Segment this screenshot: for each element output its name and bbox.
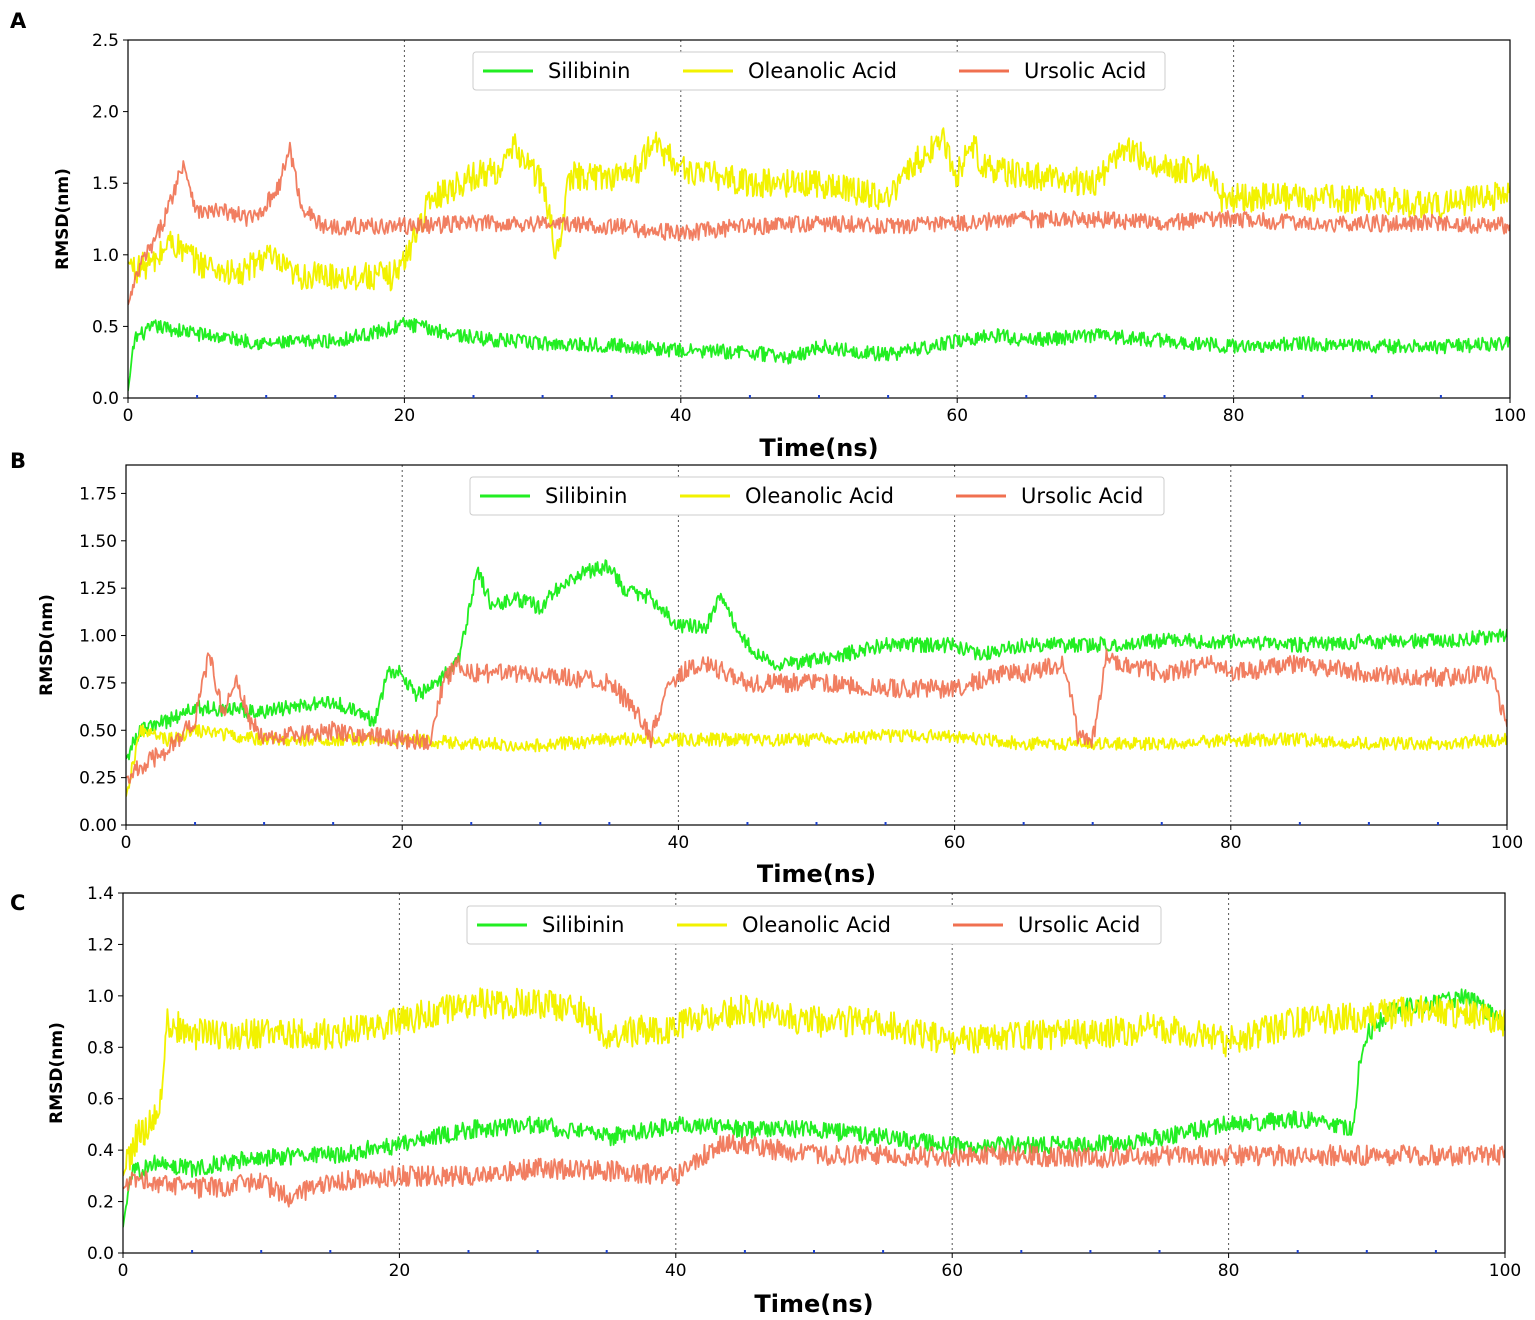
y-tick-label: 0.5 xyxy=(92,317,119,337)
x-tick-label: 80 xyxy=(1223,406,1245,426)
x-tick-label: 80 xyxy=(1220,833,1242,853)
x-tick-label: 0 xyxy=(123,406,134,426)
series-line-oleanolic-acid xyxy=(126,723,1507,797)
y-tick-label: 1.50 xyxy=(79,532,117,552)
series-line-silibinin xyxy=(128,316,1510,391)
x-tick-label: 0 xyxy=(118,1261,129,1281)
series-line-silibinin xyxy=(126,559,1507,761)
y-tick-label: 1.0 xyxy=(92,246,119,266)
panel-letter: A xyxy=(10,9,27,33)
panel-letter: B xyxy=(10,449,26,473)
y-tick-label: 0.4 xyxy=(87,1141,114,1161)
legend-label: Silibinin xyxy=(545,484,627,508)
legend-label: Ursolic Acid xyxy=(1021,484,1143,508)
legend-label: Oleanolic Acid xyxy=(745,484,894,508)
x-tick-label: 20 xyxy=(394,406,416,426)
panel-b: 0 20 40 60 80 100 0.00 0.25 0.50 0.75 1.00 1.25 1.50… xyxy=(10,449,1523,888)
legend: Silibinin Oleanolic Acid Ursolic Acid xyxy=(466,905,1162,945)
y-tick-label: 0.0 xyxy=(87,1244,114,1264)
legend-label: Oleanolic Acid xyxy=(748,59,897,83)
y-tick-label: 1.4 xyxy=(87,884,114,904)
x-tick-label: 40 xyxy=(665,1261,687,1281)
legend: Silibinin Oleanolic Acid Ursolic Acid xyxy=(472,51,1166,91)
x-tick-label: 100 xyxy=(1491,833,1523,853)
y-tick-label: 1.2 xyxy=(87,935,114,955)
x-tick-label: 40 xyxy=(668,833,690,853)
x-axis-title: Time(ns) xyxy=(754,1290,873,1318)
series-line-ursolic-acid xyxy=(128,141,1510,306)
x-tick-label: 20 xyxy=(389,1261,411,1281)
y-tick-label: 0.00 xyxy=(79,816,117,836)
x-tick-label: 100 xyxy=(1489,1261,1521,1281)
series-line-oleanolic-acid xyxy=(123,987,1505,1177)
y-axis-title: RMSD(nm) xyxy=(47,1022,67,1124)
y-tick-label: 0.0 xyxy=(92,389,119,409)
legend-box xyxy=(466,905,1162,945)
legend: Silibinin Oleanolic Acid Ursolic Acid xyxy=(469,476,1165,516)
y-tick-label: 1.00 xyxy=(79,627,117,647)
legend-label: Ursolic Acid xyxy=(1018,913,1140,937)
x-tick-label: 0 xyxy=(121,833,132,853)
y-axis-title: RMSD(nm) xyxy=(37,594,57,696)
y-tick-label: 0.25 xyxy=(79,769,117,789)
legend-label: Oleanolic Acid xyxy=(742,913,891,937)
y-tick-label: 2.0 xyxy=(92,103,119,123)
y-tick-label: 1.25 xyxy=(79,579,117,599)
x-tick-label: 80 xyxy=(1218,1261,1240,1281)
x-tick-label: 40 xyxy=(670,406,692,426)
panel-a: 0 20 40 60 80 100 0.0 0.5 1.0 1.5 2.0 2.5 Time(ns) RM… xyxy=(10,9,1526,462)
x-tick-label: 100 xyxy=(1494,406,1526,426)
series-line-ursolic-acid xyxy=(126,648,1507,784)
x-axis-title: Time(ns) xyxy=(757,860,876,888)
y-tick-label: 0.75 xyxy=(79,674,117,694)
y-tick-label: 0.2 xyxy=(87,1193,114,1213)
legend-box xyxy=(469,476,1165,516)
x-axis-title: Time(ns) xyxy=(759,434,878,462)
legend-box xyxy=(472,51,1166,91)
series-line-ursolic-acid xyxy=(123,1134,1505,1208)
panel-letter: C xyxy=(10,891,25,915)
x-tick-label: 60 xyxy=(946,406,968,426)
y-tick-label: 1.5 xyxy=(92,174,119,194)
panel-c: 0 20 40 60 80 100 0.0 0.2 0.4 0.6 0.8 1.0 1.2 1.4 Time… xyxy=(10,884,1521,1318)
legend-label: Ursolic Acid xyxy=(1024,59,1146,83)
series-line-silibinin xyxy=(123,988,1505,1228)
series-line-oleanolic-acid xyxy=(128,127,1510,292)
x-tick-label: 60 xyxy=(941,1261,963,1281)
plot-frame xyxy=(122,892,1506,1254)
x-tick-label: 20 xyxy=(391,833,413,853)
y-tick-label: 1.75 xyxy=(79,484,117,504)
y-tick-label: 2.5 xyxy=(92,31,119,51)
y-tick-label: 0.50 xyxy=(79,721,117,741)
y-tick-label: 0.8 xyxy=(87,1038,114,1058)
y-tick-label: 1.0 xyxy=(87,987,114,1007)
x-tick-label: 60 xyxy=(944,833,966,853)
legend-label: Silibinin xyxy=(542,913,624,937)
legend-label: Silibinin xyxy=(548,59,630,83)
y-axis-title: RMSD(nm) xyxy=(53,168,73,270)
y-tick-label: 0.6 xyxy=(87,1090,114,1110)
